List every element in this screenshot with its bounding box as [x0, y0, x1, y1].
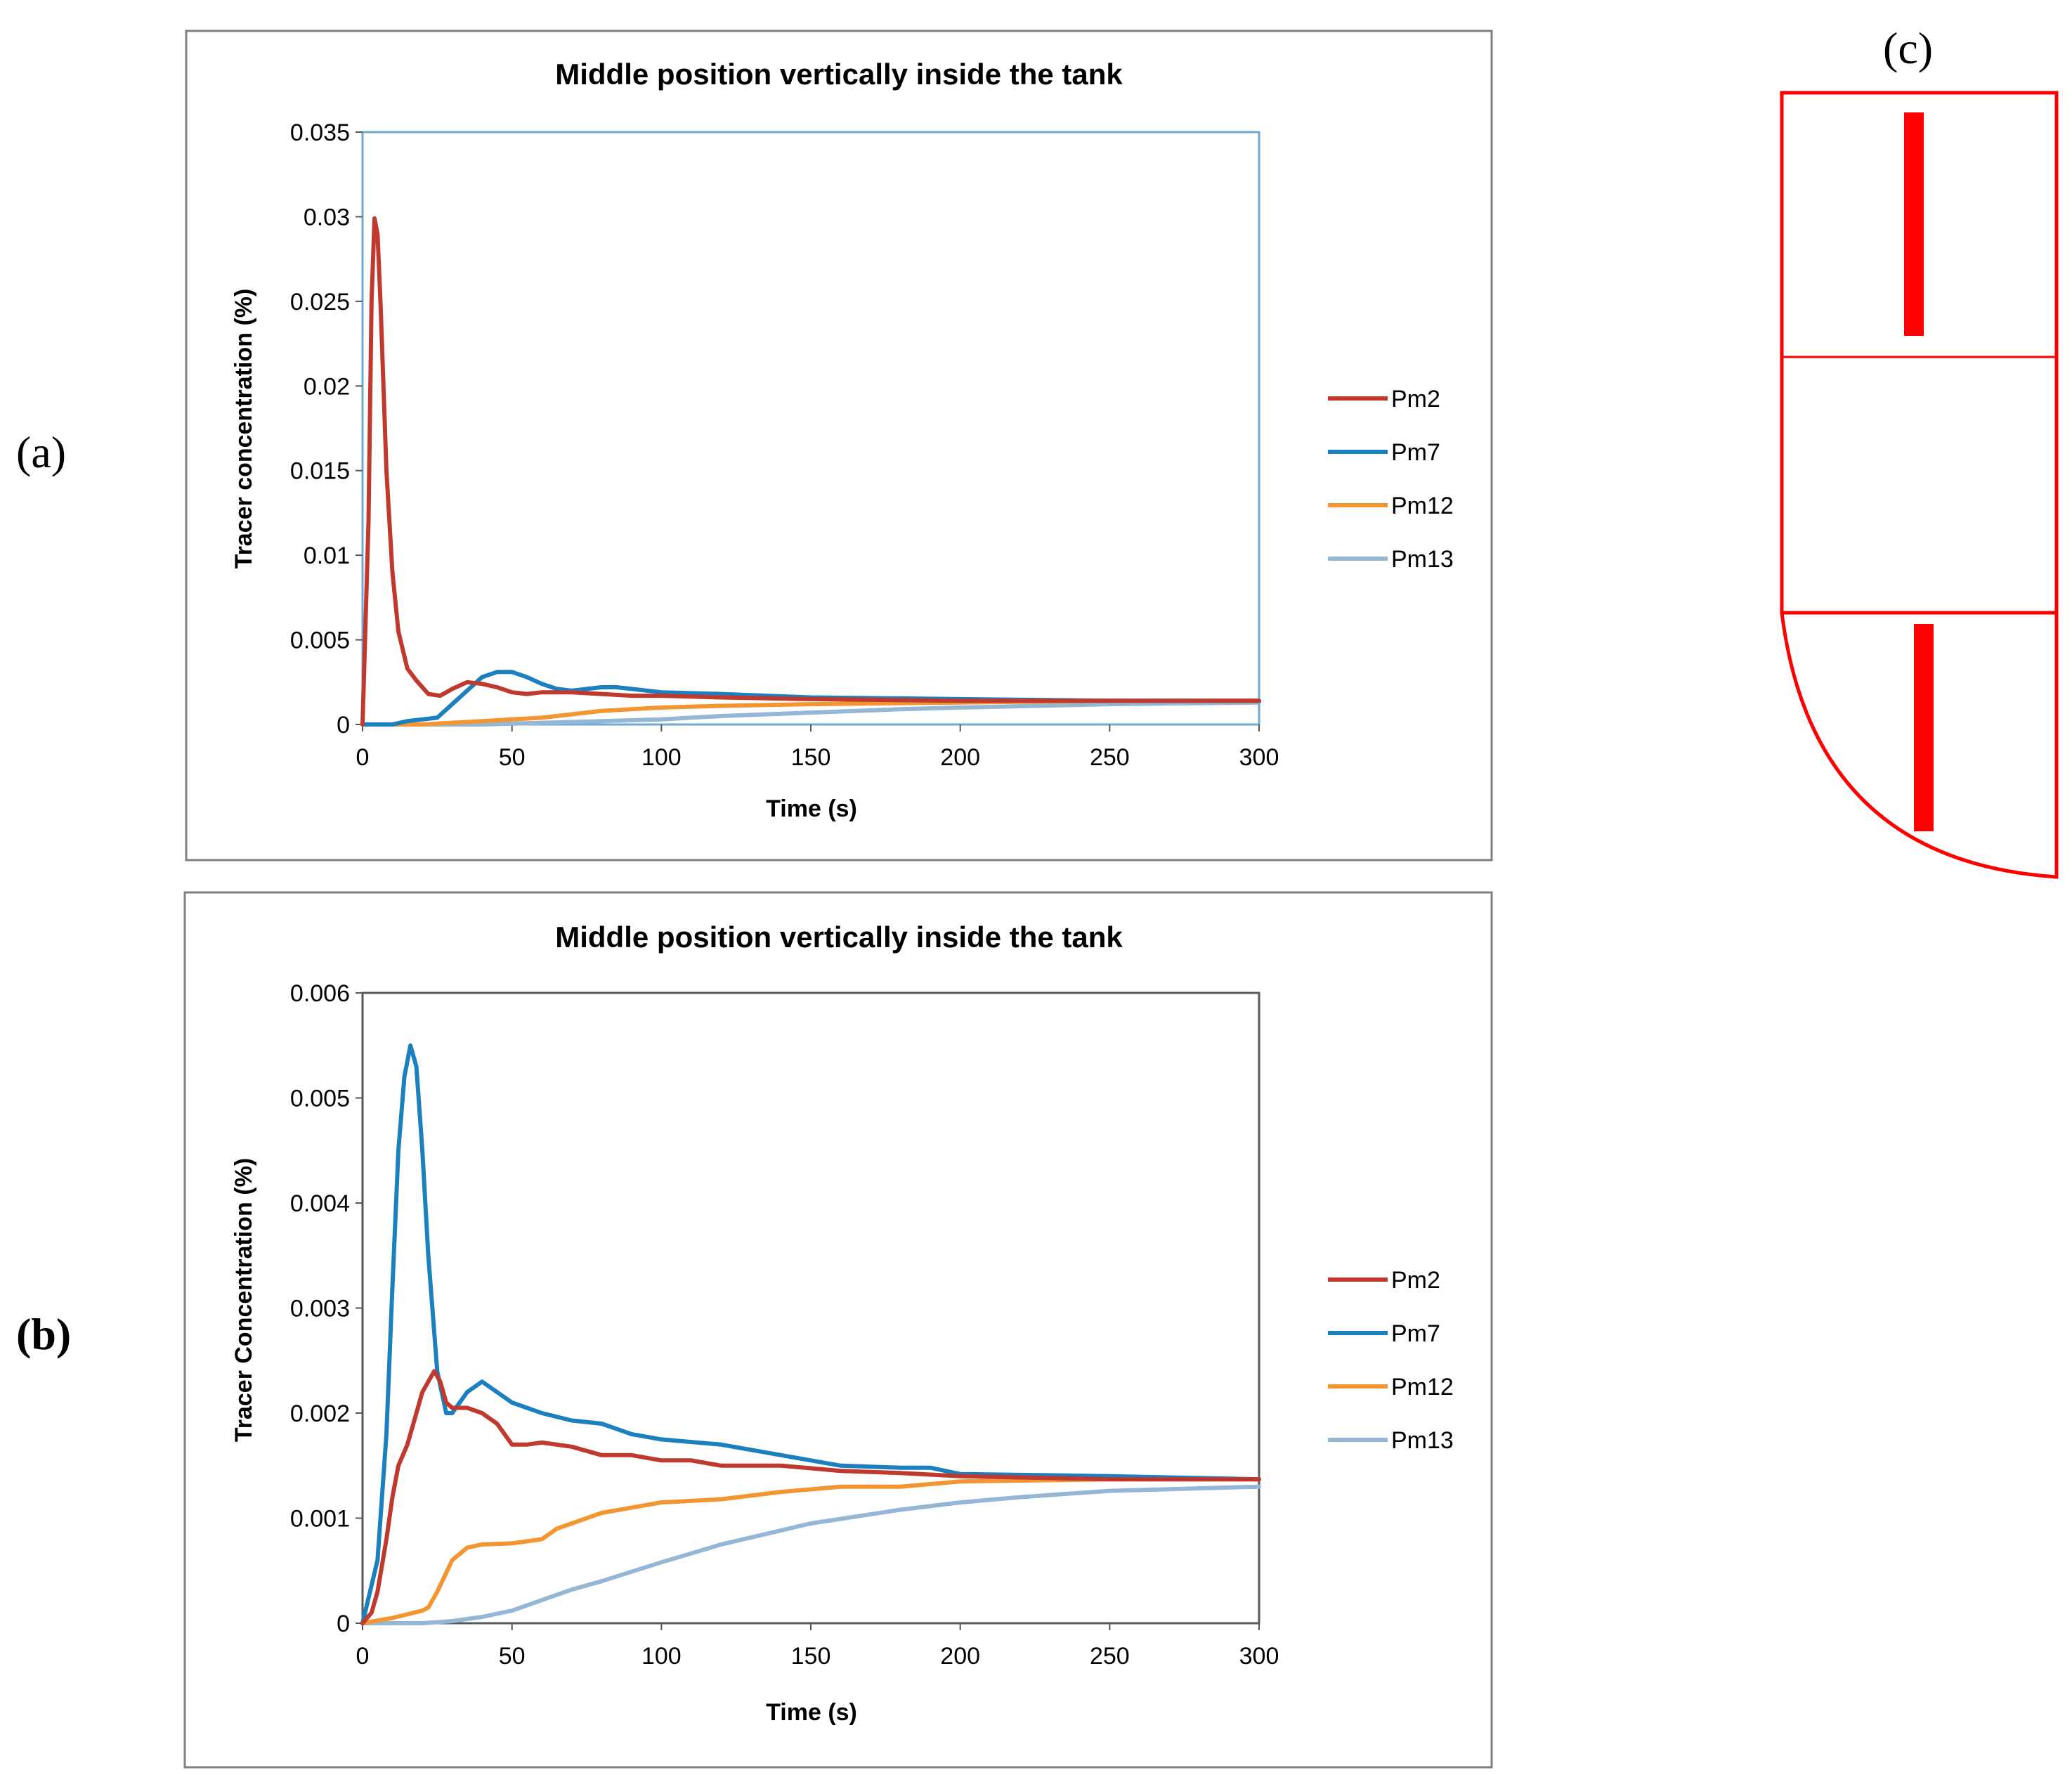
- chart-a-ytick-label: 0.03: [304, 204, 350, 230]
- chart-b-xtick-label: 300: [1239, 1643, 1279, 1670]
- chart-a-ytick-label: 0.025: [290, 289, 350, 316]
- tank-bottom-curve: [1780, 612, 2059, 879]
- chart-a-xtick-label: 250: [1090, 744, 1130, 771]
- chart-a-title: Middle position vertically inside the ta…: [555, 58, 1123, 91]
- chart-b-ytick-label: 0.002: [290, 1400, 350, 1427]
- chart-a-ytick-label: 0: [337, 712, 350, 739]
- tank-outline-upper: [1780, 91, 2059, 615]
- chart-a-xtick-label: 100: [641, 744, 682, 771]
- chart-b-title: Middle position vertically inside the ta…: [555, 921, 1123, 954]
- panel-label-a: (a): [16, 427, 66, 477]
- chart-a-xtick-label: 300: [1239, 744, 1279, 771]
- chart-b-xtick-label: 100: [641, 1643, 682, 1670]
- chart-b-xtick-label: 150: [791, 1643, 831, 1670]
- chart-b-xtick-label: 200: [940, 1643, 980, 1670]
- chart-a-ytick-label: 0.015: [290, 458, 350, 485]
- chart-b-ytick-label: 0.001: [290, 1506, 350, 1533]
- chart-a-legend-label-pm13: Pm13: [1391, 546, 1454, 573]
- chart-a-legend: Pm2 Pm7 Pm12 Pm13: [1328, 386, 1454, 573]
- chart-b-series-pm7: [360, 1043, 1261, 1625]
- chart-a-ytick-label: 0.005: [290, 628, 350, 654]
- chart-a-xtick-label: 0: [356, 744, 370, 771]
- chart-a-ylabel: Tracer concentration (%): [230, 289, 257, 569]
- chart-a-legend-label-pm7: Pm7: [1391, 439, 1440, 466]
- chart-a-series-pm7: [360, 670, 1261, 727]
- chart-b-legend-label-pm7: Pm7: [1391, 1320, 1440, 1347]
- chart-a-xtick-label: 50: [499, 744, 526, 771]
- chart-a-ytick-label: 0.01: [304, 542, 350, 569]
- tank-diagram: [1780, 91, 2059, 879]
- chart-a-xlabel: Time (s): [766, 795, 857, 822]
- panel-label-c: (c): [1883, 23, 1933, 73]
- chart-b-frame: [183, 891, 1493, 1769]
- baffle-upper: [1904, 112, 1924, 336]
- chart-a-legend-label-pm2: Pm2: [1391, 386, 1440, 412]
- chart-b-legend-label-pm13: Pm13: [1391, 1427, 1454, 1454]
- chart-a-series-pm13: [360, 700, 1261, 727]
- chart-b-ytick-label: 0.003: [290, 1296, 350, 1322]
- chart-b-legend: Pm2 Pm7 Pm12 Pm13: [1328, 1267, 1454, 1454]
- chart-b-ytick-label: 0: [337, 1611, 350, 1637]
- chart-b-xtick-label: 0: [356, 1643, 370, 1670]
- chart-b-ytick-label: 0.005: [290, 1086, 350, 1112]
- chart-b-legend-label-pm2: Pm2: [1391, 1267, 1440, 1294]
- panel-label-b: (b): [16, 1309, 71, 1359]
- chart-b-xtick-label: 50: [499, 1643, 526, 1670]
- chart-a-xtick-label: 200: [940, 744, 980, 771]
- chart-b-series-pm12: [360, 1477, 1261, 1625]
- chart-b-plot: 0 0.001 0.002 0.003 0.004 0.005 0.006 0 50 100 150…: [290, 980, 1279, 1670]
- chart-b-legend-label-pm12: Pm12: [1391, 1374, 1454, 1400]
- chart-a-series-pm2: [360, 216, 1261, 727]
- chart-a-ytick-label: 0.02: [304, 373, 350, 400]
- chart-a-xtick-label: 150: [791, 744, 831, 771]
- chart-a-frame: [185, 30, 1493, 862]
- chart-b: Middle position vertically inside the ta…: [183, 891, 1493, 1769]
- chart-b-xtick-label: 250: [1090, 1643, 1130, 1670]
- chart-a-ytick-label: 0.035: [290, 119, 350, 146]
- chart-b-series-pm13: [360, 1484, 1261, 1625]
- chart-b-ytick-label: 0.006: [290, 980, 350, 1007]
- chart-b-ylabel: Tracer Concentration (%): [230, 1158, 257, 1442]
- chart-a-series-pm12: [360, 698, 1261, 727]
- chart-a-legend-label-pm12: Pm12: [1391, 493, 1454, 519]
- baffle-lower: [1914, 624, 1934, 831]
- chart-b-ytick-label: 0.004: [290, 1190, 350, 1217]
- chart-b-xlabel: Time (s): [766, 1699, 857, 1726]
- chart-a: Middle position vertically inside the ta…: [185, 30, 1493, 862]
- chart-b-series-pm2: [360, 1369, 1261, 1625]
- chart-a-plot: 0 0.005 0.01 0.015 0.02 0.025 0.03 0.035 0 50 100 1…: [290, 119, 1279, 771]
